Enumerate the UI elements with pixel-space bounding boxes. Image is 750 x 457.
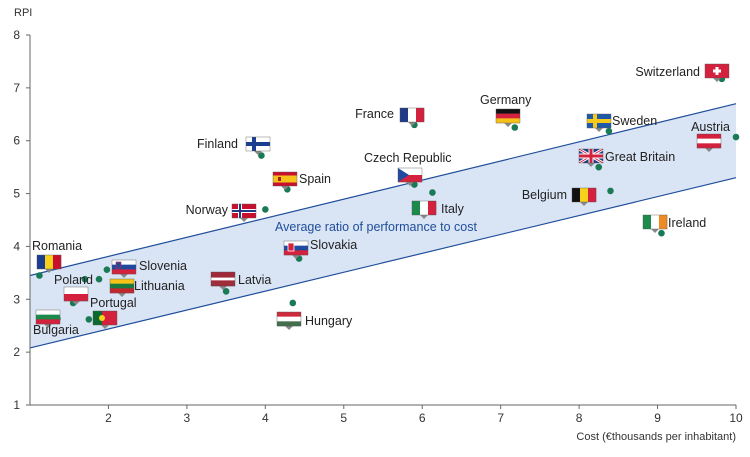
norway-flag-icon bbox=[231, 203, 257, 222]
data-point bbox=[258, 152, 265, 159]
data-point bbox=[607, 187, 614, 195]
band-lower-line bbox=[29, 177, 737, 349]
x-tick-label: 8 bbox=[576, 411, 583, 425]
country-label: Norway bbox=[186, 203, 229, 217]
band-label: Average ratio of performance to cost bbox=[275, 220, 477, 234]
country-label: Ireland bbox=[668, 216, 706, 230]
y-tick-label: 1 bbox=[13, 398, 20, 412]
sweden-flag-icon bbox=[586, 113, 612, 132]
slovakia-flag-icon bbox=[283, 240, 309, 259]
belgium-flag-icon bbox=[571, 187, 597, 206]
country-label: Romania bbox=[32, 239, 82, 253]
spain-flag-icon bbox=[272, 171, 298, 190]
bulgaria-flag-icon bbox=[35, 309, 61, 328]
x-tick-label: 9 bbox=[654, 411, 661, 425]
data-point bbox=[103, 266, 111, 273]
portugal-flag-icon bbox=[92, 310, 118, 329]
lithuania-flag-icon bbox=[109, 278, 135, 297]
x-tick-label: 2 bbox=[105, 411, 112, 425]
country-label: Germany bbox=[480, 93, 532, 107]
x-tick-label: 4 bbox=[262, 411, 269, 425]
data-point bbox=[222, 288, 230, 295]
country-label: Austria bbox=[691, 120, 730, 134]
data-point bbox=[289, 299, 297, 307]
data-point bbox=[95, 275, 103, 283]
country-label: Latvia bbox=[238, 273, 271, 287]
country-label: Bulgaria bbox=[33, 323, 79, 337]
country-label: Great Britain bbox=[605, 150, 675, 164]
country-label: Slovenia bbox=[139, 259, 187, 273]
average-ratio-band bbox=[30, 103, 736, 348]
country-label: Hungary bbox=[305, 314, 353, 328]
country-label: Finland bbox=[197, 137, 238, 151]
slovenia-flag-icon bbox=[111, 259, 137, 278]
data-point bbox=[595, 163, 603, 171]
data-point bbox=[732, 133, 740, 141]
country-label: Spain bbox=[299, 172, 331, 186]
country-label: Sweden bbox=[612, 114, 657, 128]
x-tick-label: 10 bbox=[729, 411, 743, 425]
data-point bbox=[605, 127, 613, 135]
data-point bbox=[262, 206, 269, 213]
romania-flag-icon bbox=[36, 254, 62, 273]
poland-flag-icon bbox=[63, 286, 89, 305]
germany-flag-icon bbox=[495, 108, 521, 127]
austria-flag-icon bbox=[696, 133, 722, 152]
axis-layer: RPI Cost (€thousands per inhabitant) bbox=[14, 7, 736, 443]
y-tick-label: 4 bbox=[13, 239, 20, 253]
y-axis-label: RPI bbox=[14, 7, 32, 19]
finland-flag-icon bbox=[245, 136, 271, 155]
tick-layer: 1 2 3 4 5 6 7 8 2 3 4 5 6 7 8 9 10 bbox=[13, 28, 743, 425]
flag-layer bbox=[35, 63, 730, 330]
country-label: Portugal bbox=[90, 296, 137, 310]
data-point bbox=[429, 189, 436, 196]
france-flag-icon bbox=[399, 107, 425, 126]
hungary-flag-icon bbox=[276, 311, 302, 330]
data-point bbox=[511, 124, 519, 131]
country-label: Czech Republic bbox=[364, 151, 452, 165]
y-tick-label: 5 bbox=[13, 187, 20, 201]
y-tick-label: 7 bbox=[13, 81, 20, 95]
ireland-flag-icon bbox=[642, 214, 668, 233]
switzerland-flag-icon bbox=[704, 63, 730, 82]
country-label: Poland bbox=[54, 273, 93, 287]
x-axis-label: Cost (€thousands per inhabitant) bbox=[576, 431, 736, 443]
y-tick-label: 3 bbox=[13, 292, 20, 306]
band-upper-line bbox=[29, 103, 737, 277]
czech-flag-icon bbox=[397, 167, 423, 186]
country-label: Switzerland bbox=[635, 65, 700, 79]
x-tick-label: 3 bbox=[184, 411, 191, 425]
country-label: Slovakia bbox=[310, 238, 357, 252]
x-tick-label: 5 bbox=[340, 411, 347, 425]
x-tick-label: 6 bbox=[419, 411, 426, 425]
data-point bbox=[36, 272, 43, 279]
y-tick-label: 6 bbox=[13, 134, 20, 148]
country-label: Lithuania bbox=[134, 279, 185, 293]
x-tick-label: 7 bbox=[497, 411, 504, 425]
country-label: Italy bbox=[441, 202, 465, 216]
label-layer: Romania Poland Slovenia Lithuania Portugal Bu… bbox=[32, 65, 730, 337]
data-point bbox=[81, 275, 89, 283]
latvia-flag-icon bbox=[210, 271, 236, 290]
data-point bbox=[658, 229, 665, 237]
band-layer: Average ratio of performance to cost bbox=[29, 103, 737, 349]
y-tick-label: 2 bbox=[13, 345, 20, 359]
country-label: France bbox=[355, 107, 394, 121]
uk-flag-icon bbox=[578, 147, 604, 167]
country-label: Belgium bbox=[522, 188, 567, 202]
data-point bbox=[85, 316, 93, 323]
y-tick-label: 8 bbox=[13, 28, 20, 42]
italy-flag-icon bbox=[411, 200, 437, 219]
